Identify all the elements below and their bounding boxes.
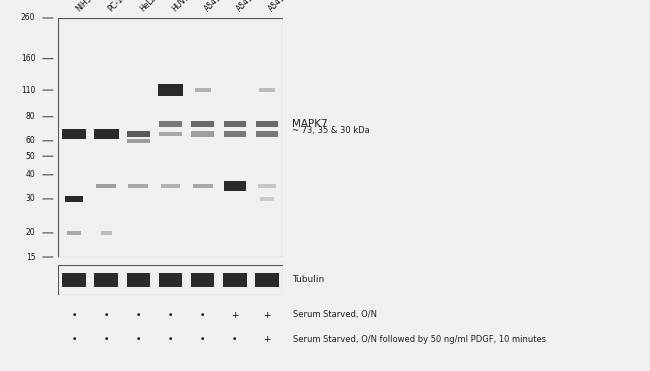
Bar: [128, 184, 148, 188]
Bar: [259, 88, 275, 92]
Text: •: •: [136, 311, 141, 319]
Bar: [192, 184, 213, 188]
Text: •: •: [72, 311, 77, 319]
Bar: [65, 196, 83, 202]
Text: •: •: [72, 335, 77, 345]
Text: 60: 60: [26, 137, 36, 145]
Text: +: +: [263, 335, 270, 345]
Text: A549: A549: [235, 0, 255, 13]
Bar: [191, 273, 214, 287]
Bar: [260, 197, 274, 201]
Bar: [68, 231, 81, 235]
Bar: [191, 121, 214, 127]
Text: •: •: [103, 335, 109, 345]
Bar: [255, 121, 278, 127]
Bar: [101, 231, 112, 235]
Bar: [224, 131, 246, 137]
Text: PC-12: PC-12: [106, 0, 128, 13]
Text: •: •: [200, 311, 205, 319]
Bar: [161, 184, 179, 188]
Text: MAPK7: MAPK7: [292, 119, 328, 129]
Bar: [127, 139, 150, 143]
Bar: [191, 131, 214, 137]
Bar: [255, 131, 278, 137]
Text: A549: A549: [203, 0, 223, 13]
Bar: [127, 273, 150, 287]
Bar: [96, 184, 116, 188]
Text: 160: 160: [21, 54, 36, 63]
Text: HeLa: HeLa: [138, 0, 159, 13]
Bar: [224, 121, 246, 127]
Text: •: •: [103, 311, 109, 319]
Bar: [159, 121, 182, 127]
Bar: [255, 273, 279, 287]
Text: 15: 15: [26, 253, 36, 262]
Text: Serum Starved, O/N: Serum Starved, O/N: [293, 311, 377, 319]
Bar: [127, 131, 150, 137]
Text: 40: 40: [26, 170, 36, 179]
Text: +: +: [231, 311, 239, 319]
Text: •: •: [136, 335, 141, 345]
Text: •: •: [200, 335, 205, 345]
Text: 260: 260: [21, 13, 36, 23]
Bar: [158, 84, 183, 96]
Bar: [258, 184, 276, 188]
Bar: [62, 273, 86, 287]
Text: •: •: [232, 335, 237, 345]
Bar: [195, 88, 211, 92]
Bar: [224, 181, 246, 191]
Bar: [94, 129, 118, 139]
Bar: [223, 273, 246, 287]
Text: HUVEC: HUVEC: [170, 0, 196, 13]
Text: ~ 73, 35 & 30 kDa: ~ 73, 35 & 30 kDa: [292, 126, 370, 135]
Text: 110: 110: [21, 86, 36, 95]
Text: 50: 50: [26, 152, 36, 161]
Bar: [159, 273, 182, 287]
Bar: [94, 273, 118, 287]
Text: 30: 30: [26, 194, 36, 203]
Bar: [159, 132, 182, 136]
Bar: [62, 129, 86, 139]
Text: Tubulin: Tubulin: [292, 276, 324, 285]
Text: •: •: [168, 335, 173, 345]
Text: A549: A549: [267, 0, 287, 13]
Text: +: +: [263, 311, 270, 319]
Text: NIH3T3: NIH3T3: [74, 0, 100, 13]
Text: Serum Starved, O/N followed by 50 ng/ml PDGF, 10 minutes: Serum Starved, O/N followed by 50 ng/ml …: [293, 335, 546, 345]
Text: 20: 20: [26, 229, 36, 237]
Text: 80: 80: [26, 112, 36, 121]
Text: •: •: [168, 311, 173, 319]
